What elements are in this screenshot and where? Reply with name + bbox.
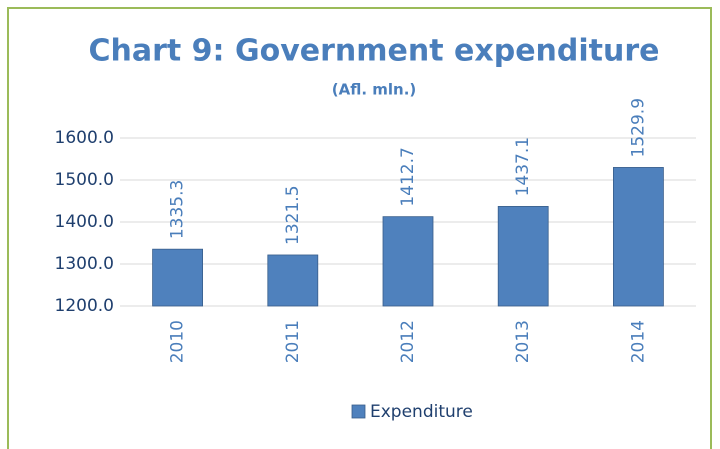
value-label: 1321.5 [283,185,303,244]
x-tick-label: 2012 [398,320,418,363]
legend-swatch [351,404,366,419]
bar [382,216,434,307]
y-tick-label: 1600.0 [55,128,114,148]
x-tick-label: 2011 [283,320,303,363]
value-label: 1412.7 [398,147,418,206]
x-tick-label: 2014 [628,320,648,363]
bar [497,206,549,307]
y-tick-label: 1200.0 [55,296,114,316]
y-tick-label: 1500.0 [55,170,114,190]
bar [613,167,664,307]
value-label: 1437.1 [513,137,533,196]
chart-subtitle: (Afl. mln.) [332,81,417,99]
legend-label: Expenditure [370,402,473,422]
x-tick-label: 2010 [168,320,188,363]
x-tick-label: 2013 [513,320,533,363]
bar [267,254,319,307]
bar [152,248,204,307]
y-tick-label: 1400.0 [55,212,114,232]
value-label: 1529.9 [628,98,648,157]
value-label: 1335.3 [168,180,188,239]
chart-border [7,7,712,449]
y-tick-label: 1300.0 [55,254,114,274]
chart-title: Chart 9: Government expenditure [88,34,659,69]
